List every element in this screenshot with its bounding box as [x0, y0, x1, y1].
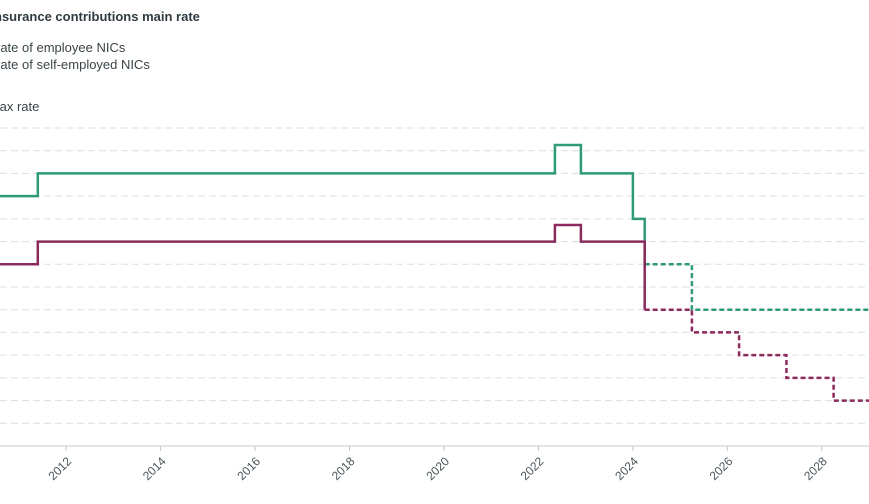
employee-nics-forecast-line	[644, 263, 869, 311]
employee-nics-line	[0, 143, 646, 265]
x-tick-label: 2020	[423, 454, 452, 483]
x-tick-label: 2028	[801, 454, 830, 483]
x-tick-label: 2014	[140, 454, 169, 483]
x-tick-label: 2018	[329, 454, 358, 483]
legend-item-employee: rate of employee NICs	[0, 40, 126, 55]
legend-item-self-employed: rate of self-employed NICs	[0, 57, 150, 72]
x-tick-label: 2016	[234, 454, 263, 483]
x-tick-label: 2026	[707, 454, 736, 483]
y-axis-label: tax rate	[0, 99, 40, 114]
self-employed-nics-line	[0, 223, 646, 310]
x-tick-label: 2022	[518, 454, 547, 483]
x-axis-ticks: 2012 2014 2016 2018 2020 2022 2024 2026 2028	[45, 446, 830, 483]
series-layer	[0, 143, 869, 402]
x-tick-label: 2024	[612, 454, 641, 483]
chart-title: nsurance contributions main rate	[0, 9, 200, 24]
x-tick-label: 2012	[45, 454, 74, 483]
self-employed-nics-forecast-line	[644, 308, 869, 402]
